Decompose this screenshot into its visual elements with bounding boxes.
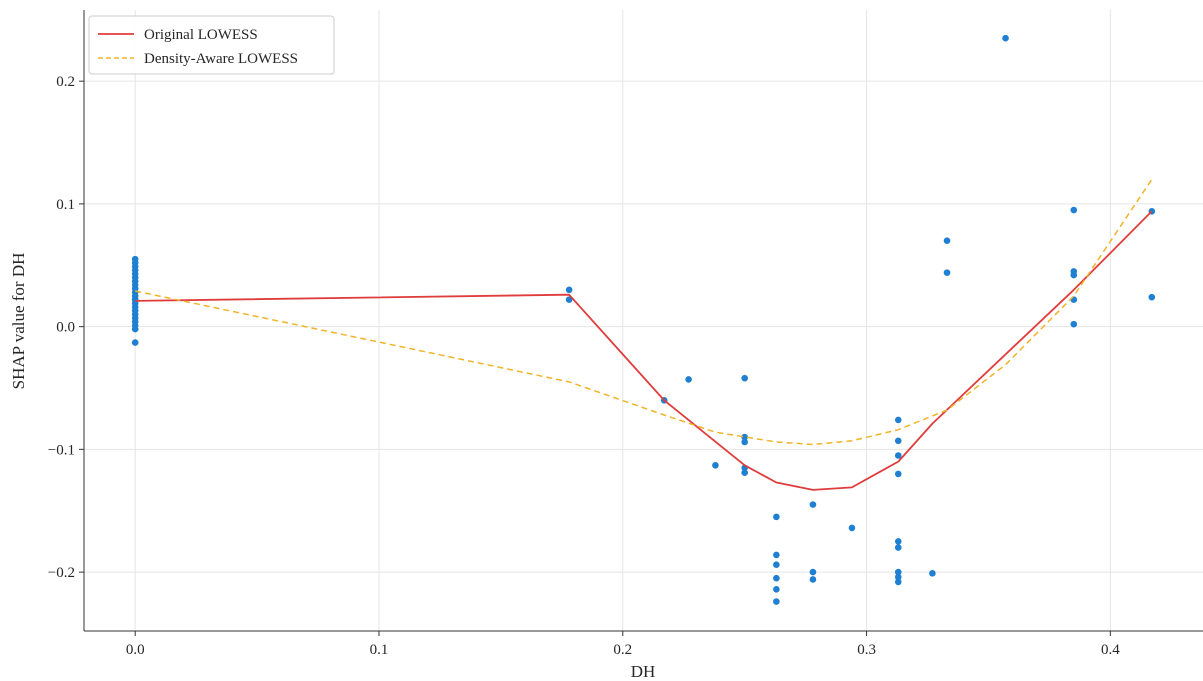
axes (83, 10, 1203, 632)
y-tick-label: 0.1 (56, 197, 75, 213)
legend-original-label: Original LOWESS (144, 27, 258, 43)
x-tick-label: 0.4 (1101, 642, 1120, 658)
tick-layer: 0.0 0.1 0.2 0.3 0.4 −0.2 −0.1 0.0 0.1 0.2 (48, 74, 1120, 658)
lowess-lines (135, 178, 1153, 491)
data-point (809, 501, 817, 508)
data-point (773, 513, 780, 521)
data-point (1070, 206, 1078, 214)
data-point (1070, 320, 1078, 328)
data-point (1002, 34, 1009, 42)
x-axis-label: DH (631, 662, 656, 681)
data-point (894, 578, 902, 586)
y-tick-label: 0.0 (56, 320, 75, 336)
data-point (894, 573, 902, 581)
legend-density-label: Density-Aware LOWESS (144, 51, 298, 67)
data-point (131, 325, 139, 333)
data-point (943, 237, 951, 245)
y-tick-label: −0.2 (48, 565, 75, 581)
data-point (894, 437, 902, 445)
data-point (1070, 271, 1078, 279)
x-tick-label: 0.3 (857, 642, 876, 658)
data-point (741, 374, 748, 382)
data-point (848, 524, 856, 532)
data-point (712, 462, 719, 469)
data-point (131, 339, 139, 346)
legend: Original LOWESS Density-Aware LOWESS (88, 15, 335, 75)
y-tick-label: −0.1 (48, 442, 75, 458)
original-lowess-line (135, 210, 1153, 491)
data-point (809, 568, 817, 576)
data-point (809, 576, 817, 583)
y-axis-label: SHAP value for DH (9, 253, 28, 390)
grid-layer (84, 10, 1203, 631)
data-point (894, 452, 902, 459)
data-point (685, 376, 692, 383)
data-point (943, 269, 951, 276)
data-point (741, 438, 748, 446)
data-point (773, 574, 780, 582)
data-point (741, 469, 748, 476)
data-point (565, 296, 573, 303)
data-point (894, 416, 902, 424)
x-tick-label: 0.2 (613, 642, 632, 658)
data-point (894, 470, 902, 478)
data-point (773, 598, 780, 605)
data-point (565, 286, 573, 294)
data-point (929, 570, 936, 577)
data-point (741, 433, 748, 441)
x-tick-label: 0.0 (126, 642, 145, 658)
data-point (1148, 293, 1156, 301)
y-tick-label: 0.2 (56, 74, 75, 90)
data-point (894, 568, 902, 576)
density-aware-lowess-line (135, 178, 1153, 446)
data-point (894, 538, 902, 545)
legend-box (88, 15, 335, 75)
x-tick-label: 0.1 (370, 642, 389, 658)
data-point (773, 551, 780, 559)
data-point (773, 561, 780, 569)
data-point (773, 585, 780, 593)
scatter-points (131, 34, 1156, 605)
data-point (894, 544, 902, 551)
